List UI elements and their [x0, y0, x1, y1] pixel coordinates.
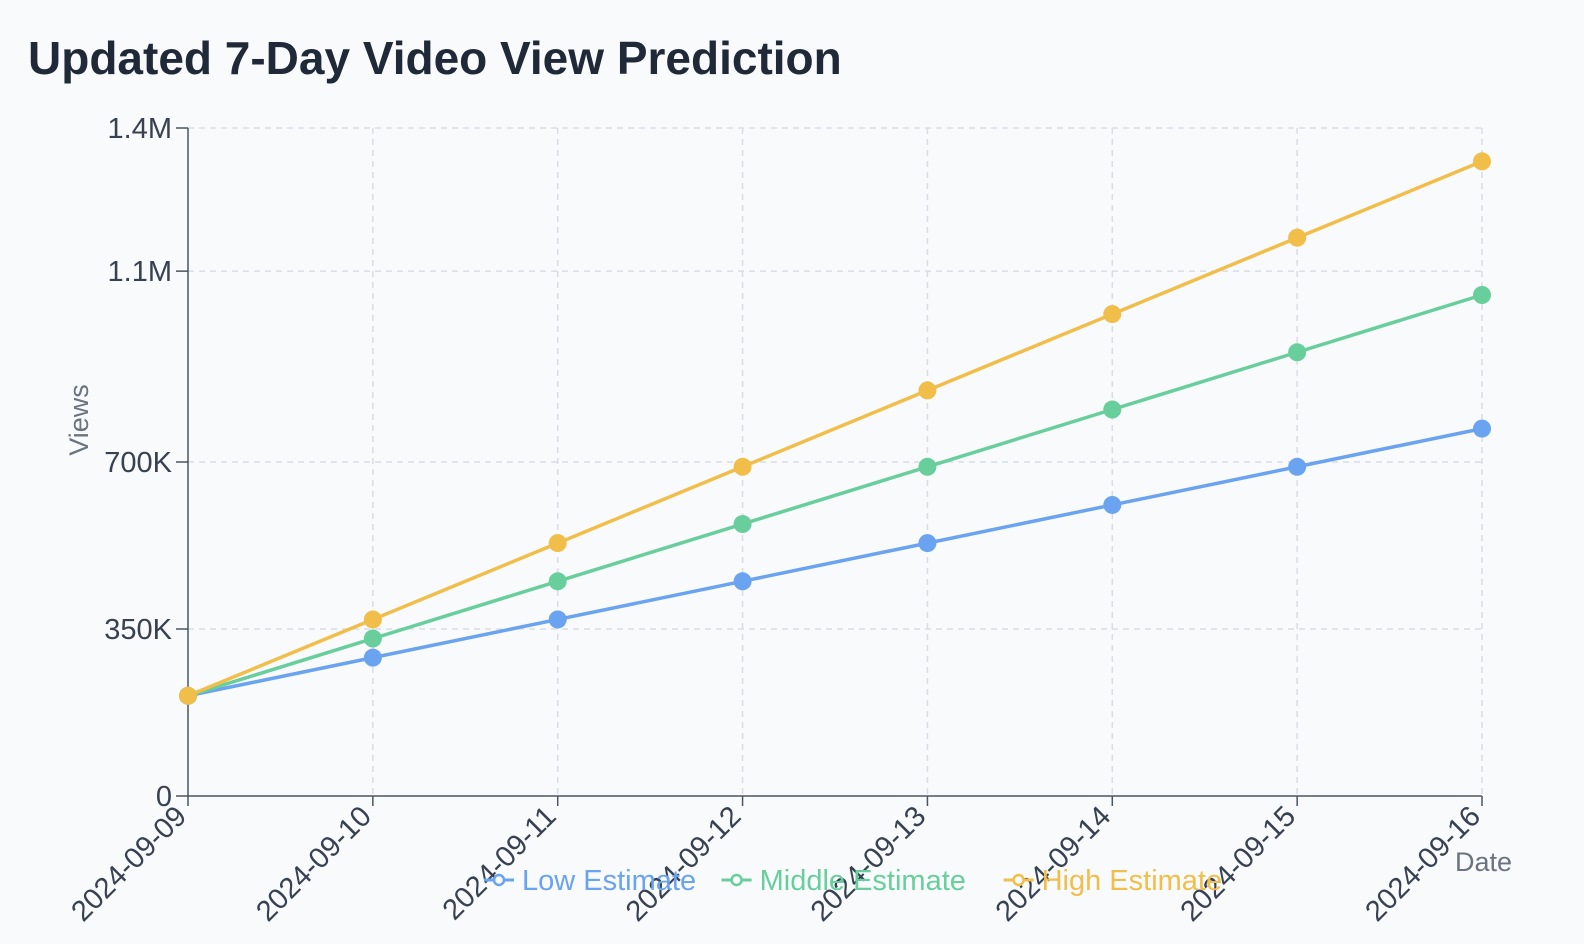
- data-point-high-estimate: [1473, 152, 1491, 171]
- y-axis-label: Views: [64, 384, 94, 456]
- chart-title: Updated 7-Day Video View Prediction: [28, 32, 842, 84]
- legend-swatch-marker: [730, 873, 743, 887]
- data-point-high-estimate: [1103, 305, 1122, 324]
- y-tick-label: 1.4M: [108, 113, 172, 145]
- data-point-low-estimate: [548, 610, 567, 629]
- series-line-high-estimate: [187, 159, 1483, 698]
- legend-item-high-estimate: High Estimate: [1003, 865, 1223, 897]
- x-tick-label: 2024-09-11: [437, 800, 563, 926]
- data-point-low-estimate: [363, 648, 382, 667]
- series-points: [179, 152, 1491, 705]
- data-point-low-estimate: [733, 572, 752, 591]
- y-tick-label: 350K: [104, 614, 172, 646]
- data-point-middle-estimate: [918, 457, 937, 476]
- legend-item-low-estimate: Low Estimate: [484, 865, 696, 897]
- data-point-low-estimate: [1473, 419, 1491, 438]
- legend-label: High Estimate: [1042, 865, 1223, 897]
- x-axis-label: Date: [1455, 847, 1512, 877]
- data-point-middle-estimate: [1288, 343, 1307, 362]
- data-point-middle-estimate: [548, 572, 567, 591]
- data-point-high-estimate: [179, 686, 197, 705]
- legend: Low Estimate Middle Estimate High Estimate: [484, 865, 1222, 897]
- x-tick-label: 2024-09-10: [250, 800, 378, 928]
- series-line-middle-estimate: [187, 293, 1483, 698]
- legend-item-middle-estimate: Middle Estimate: [721, 865, 966, 897]
- legend-label: Middle Estimate: [760, 865, 966, 897]
- data-point-low-estimate: [918, 534, 937, 553]
- data-point-middle-estimate: [1473, 286, 1491, 304]
- grid-lines: [188, 127, 1483, 796]
- series-line-low-estimate: [187, 426, 1483, 698]
- data-point-middle-estimate: [363, 629, 382, 648]
- series-lines: [187, 159, 1483, 698]
- legend-swatch-marker: [492, 873, 506, 887]
- data-point-low-estimate: [1103, 495, 1122, 514]
- y-tick-labels: 0 350K 700K 1.1M 1.4M: [104, 113, 172, 813]
- data-point-high-estimate: [1288, 228, 1307, 247]
- legend-label: Low Estimate: [522, 865, 696, 897]
- y-tick-label: 0: [156, 781, 172, 813]
- x-tick-label: 2024-09-09: [65, 800, 193, 928]
- axes: [176, 127, 1483, 806]
- data-point-middle-estimate: [733, 515, 752, 534]
- data-point-high-estimate: [918, 381, 937, 400]
- data-point-low-estimate: [1288, 457, 1307, 476]
- data-point-high-estimate: [363, 610, 382, 629]
- data-point-middle-estimate: [1103, 400, 1122, 419]
- data-point-high-estimate: [548, 534, 567, 553]
- legend-swatch-marker: [1012, 873, 1025, 887]
- data-point-high-estimate: [733, 457, 752, 476]
- y-tick-label: 700K: [104, 447, 172, 479]
- y-tick-label: 1.1M: [108, 256, 172, 288]
